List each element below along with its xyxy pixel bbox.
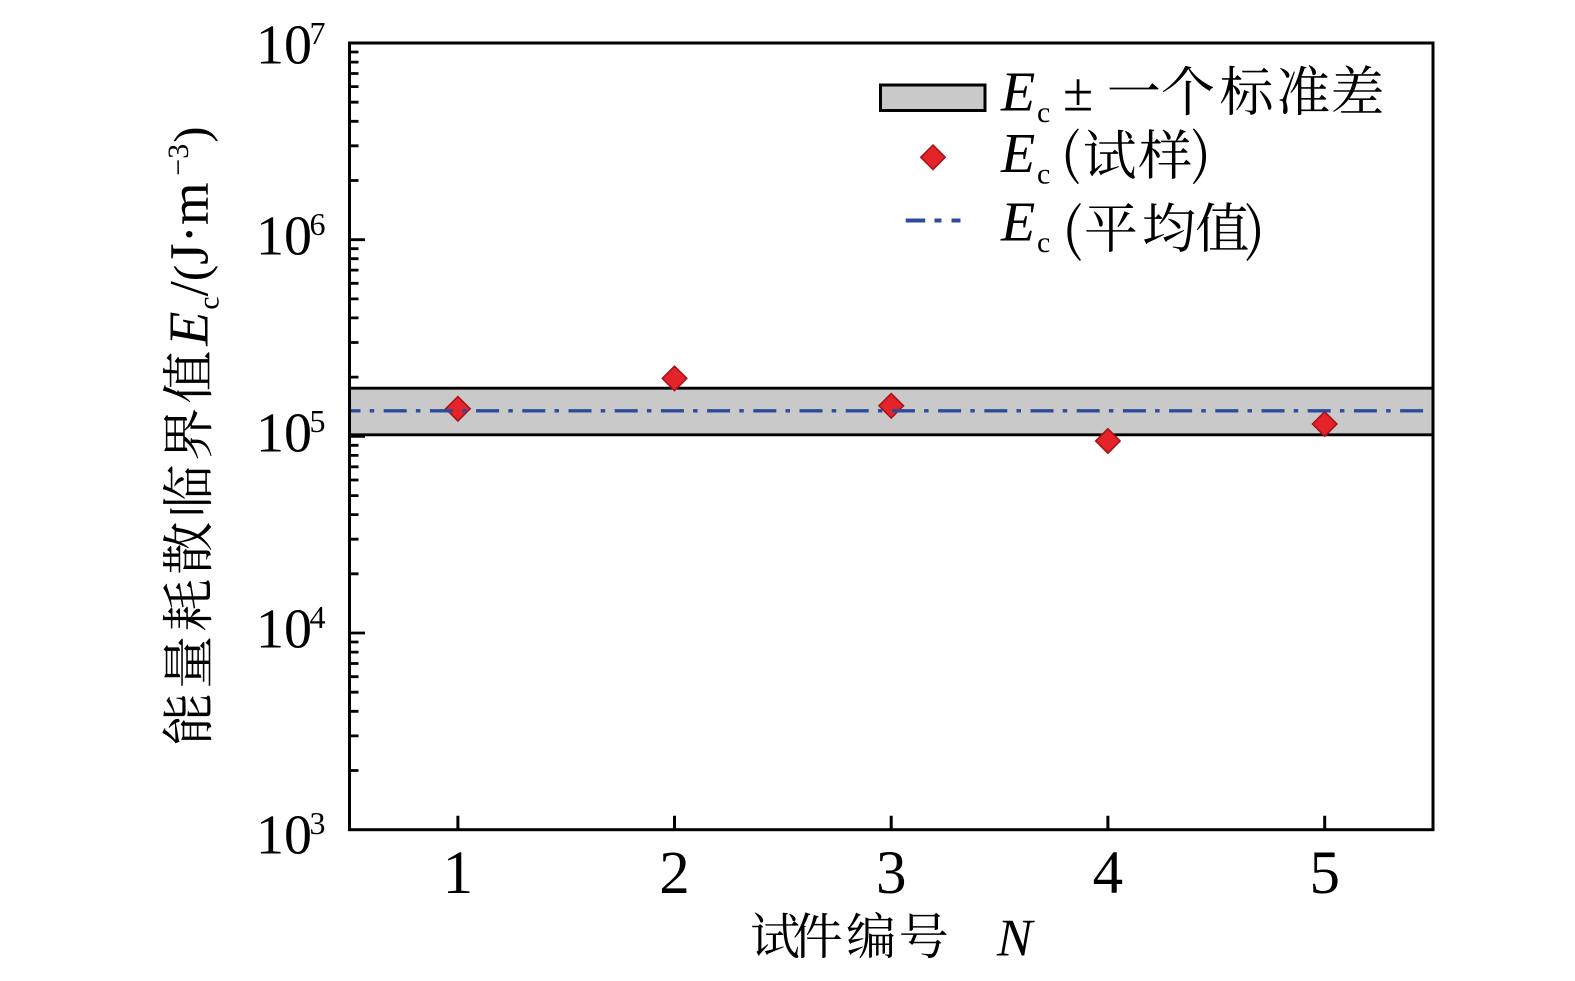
svg-text:10: 10 — [256, 598, 312, 660]
svg-text:c: c — [1037, 226, 1050, 259]
svg-text:3: 3 — [310, 805, 326, 841]
svg-text:−3: −3 — [162, 144, 195, 176]
svg-text:4: 4 — [310, 599, 326, 635]
svg-text:E: E — [158, 311, 220, 346]
svg-text:4: 4 — [1093, 840, 1124, 907]
svg-text:E: E — [1000, 123, 1035, 185]
svg-text:c: c — [1037, 96, 1050, 129]
svg-text:/: / — [158, 280, 219, 296]
svg-text:10: 10 — [256, 805, 312, 867]
svg-text:(: ( — [163, 265, 218, 281]
svg-text:): ) — [163, 126, 218, 142]
svg-text:E: E — [1000, 61, 1035, 123]
svg-text:5: 5 — [310, 403, 326, 439]
svg-text:E: E — [1000, 192, 1035, 254]
svg-text:c: c — [192, 296, 225, 309]
svg-text:N: N — [996, 910, 1035, 968]
svg-text:7: 7 — [310, 15, 326, 51]
svg-text:c: c — [1037, 157, 1050, 190]
svg-text:3: 3 — [876, 840, 907, 907]
svg-text:10: 10 — [256, 206, 312, 268]
svg-text:10: 10 — [256, 15, 312, 77]
svg-text:6: 6 — [310, 206, 326, 242]
svg-text:10: 10 — [256, 403, 312, 465]
svg-text:2: 2 — [659, 840, 690, 907]
svg-text:1: 1 — [443, 840, 474, 907]
svg-text:±: ± — [1063, 61, 1093, 122]
svg-text:J·m: J·m — [158, 182, 219, 265]
svg-text:5: 5 — [1309, 840, 1340, 907]
